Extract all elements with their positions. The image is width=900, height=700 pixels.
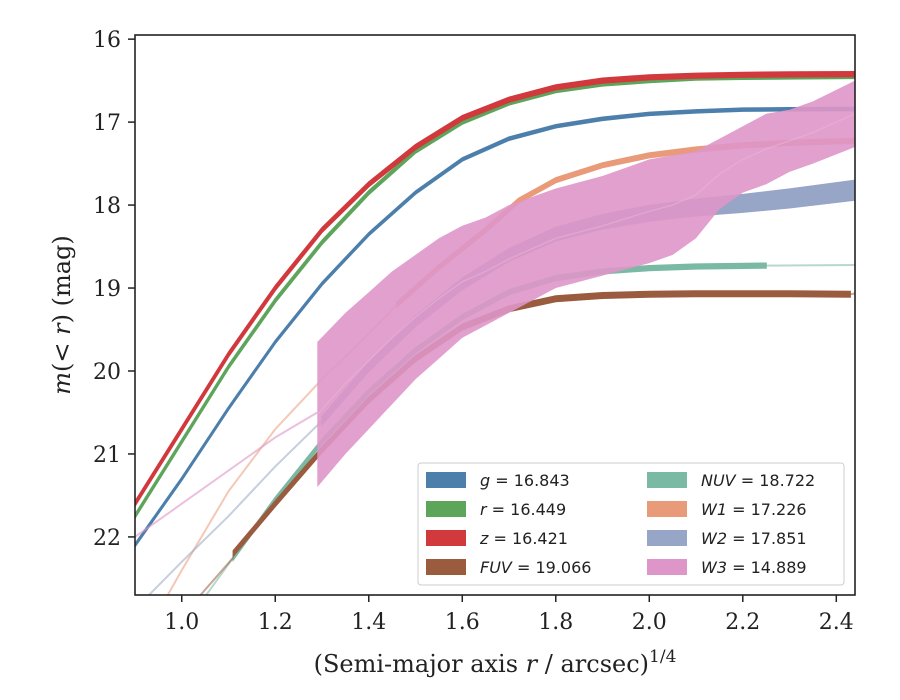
legend-item-w2: W2 = 17.851 bbox=[647, 529, 807, 548]
y-tick-label: 21 bbox=[93, 443, 121, 468]
series-g-band bbox=[135, 106, 855, 548]
series-w3-extrapolation bbox=[135, 411, 318, 538]
legend-label: NUV = 18.722 bbox=[701, 471, 815, 490]
y-axis-title: m(< r) (mag) bbox=[48, 235, 76, 395]
x-axis-title: (Semi-major axis r / arcsec)1/4 bbox=[314, 647, 677, 678]
series-w3 bbox=[135, 80, 855, 538]
legend-label: g = 16.843 bbox=[480, 471, 570, 490]
legend-label: W3 = 14.889 bbox=[701, 558, 807, 577]
plot-frame bbox=[134, 34, 856, 596]
series-nuv-tail bbox=[766, 264, 855, 267]
x-tick-label: 1.2 bbox=[258, 610, 293, 635]
legend-label: z = 16.421 bbox=[479, 529, 568, 548]
x-tick-label: 1.4 bbox=[351, 610, 386, 635]
legend-swatch bbox=[647, 472, 687, 488]
legend-label: FUV = 19.066 bbox=[480, 558, 591, 577]
legend-item-r: r = 16.449 bbox=[426, 500, 566, 519]
series-w2-extrapolation bbox=[148, 420, 323, 595]
legend-item-fuv: FUV = 19.066 bbox=[426, 558, 591, 577]
x-tick-label: 1.8 bbox=[538, 610, 573, 635]
legend-swatch bbox=[426, 472, 466, 488]
series-g bbox=[135, 106, 855, 548]
plot-area bbox=[135, 70, 855, 595]
x-tick-label: 1.6 bbox=[445, 610, 480, 635]
y-tick-label: 19 bbox=[93, 277, 121, 302]
legend-frame bbox=[417, 462, 845, 586]
series-r bbox=[135, 73, 855, 520]
legend-item-w3: W3 = 14.889 bbox=[647, 558, 807, 577]
legend: g = 16.843 r = 16.449 z = 16.421 FUV = 19.0… bbox=[417, 462, 845, 586]
y-axis: 16 17 18 19 20 21 22 bbox=[93, 28, 135, 551]
x-tick-label: 2.2 bbox=[725, 610, 760, 635]
legend-swatch bbox=[426, 530, 466, 546]
x-tick-label: 2.0 bbox=[632, 610, 667, 635]
legend-item-z: z = 16.421 bbox=[426, 529, 568, 548]
y-tick-label: 17 bbox=[93, 111, 121, 136]
legend-label: W2 = 17.851 bbox=[701, 529, 807, 548]
y-tick-label: 16 bbox=[93, 28, 121, 53]
legend-swatch bbox=[647, 559, 687, 575]
series-w3-band bbox=[317, 80, 855, 488]
x-axis: 1.0 1.2 1.4 1.6 1.8 2.0 2.2 2.4 bbox=[164, 595, 854, 635]
legend-item-nuv: NUV = 18.722 bbox=[647, 471, 815, 490]
series-r-band bbox=[135, 73, 855, 520]
legend-swatch bbox=[426, 559, 466, 575]
legend-item-g: g = 16.843 bbox=[426, 471, 570, 490]
series-z bbox=[135, 70, 855, 508]
series-w3-line bbox=[316, 113, 855, 416]
legend-swatch bbox=[426, 501, 466, 517]
y-tick-label: 18 bbox=[93, 194, 121, 219]
y-tick-label: 22 bbox=[93, 526, 121, 551]
series-z-band bbox=[135, 70, 855, 508]
legend-swatch bbox=[647, 501, 687, 517]
series-fuv-extrapolation bbox=[199, 557, 234, 595]
y-tick-label: 20 bbox=[93, 360, 121, 385]
legend-item-w1: W1 = 17.226 bbox=[647, 500, 807, 519]
legend-label: r = 16.449 bbox=[480, 500, 566, 519]
legend-label: W1 = 17.226 bbox=[701, 500, 807, 519]
x-tick-label: 2.4 bbox=[819, 610, 854, 635]
x-tick-label: 1.0 bbox=[164, 610, 199, 635]
legend-swatch bbox=[647, 530, 687, 546]
